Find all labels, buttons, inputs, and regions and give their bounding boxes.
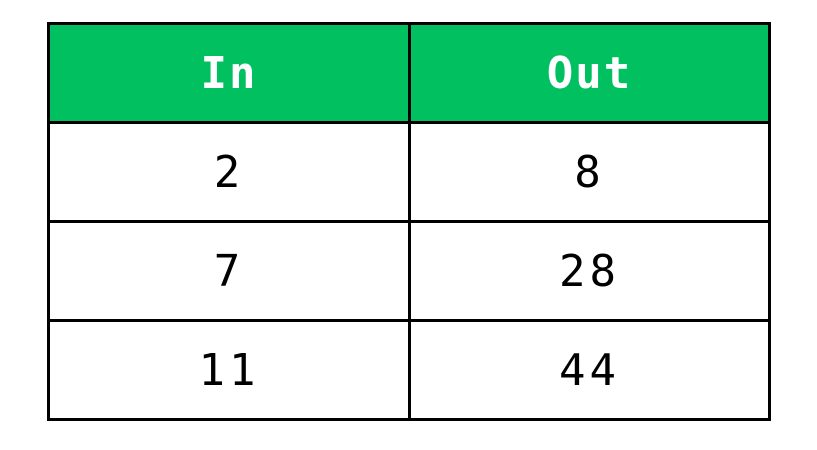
cell-out: 28	[408, 220, 771, 322]
cell-in: 7	[47, 220, 411, 322]
cell-in: 11	[47, 319, 411, 421]
header-row: In Out	[47, 22, 771, 124]
in-out-table: In Out 2 8 7 28 11 44	[47, 22, 771, 421]
header-in: In	[47, 22, 411, 124]
cell-out: 8	[408, 121, 771, 223]
cell-in: 2	[47, 121, 411, 223]
cell-out: 44	[408, 319, 771, 421]
table-row: 2 8	[47, 121, 771, 223]
table-row: 11 44	[47, 319, 771, 421]
header-out: Out	[408, 22, 771, 124]
table-row: 7 28	[47, 220, 771, 322]
